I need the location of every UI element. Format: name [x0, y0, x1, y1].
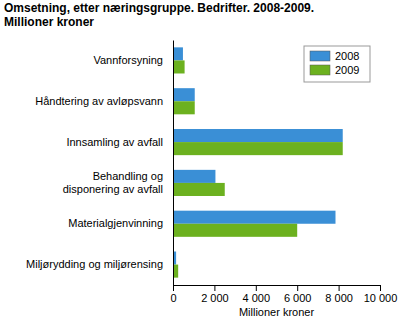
y-tick: Materialgjenvinning — [68, 217, 173, 229]
plot: 0 2 000 4 000 6 000 8 000 10 000 Millioner kro… — [26, 41, 397, 319]
bar — [173, 129, 343, 142]
x-tick: 10 000 — [364, 285, 398, 304]
bar — [173, 88, 195, 101]
x-axis-line — [174, 285, 381, 286]
bar — [173, 47, 183, 60]
legend-item: 2008 — [310, 50, 359, 62]
y-axis-line — [173, 41, 174, 286]
x-tick-mark — [339, 285, 340, 291]
y-tick: Innsamling av avfall — [66, 136, 173, 148]
x-tick-label: 4 000 — [243, 292, 271, 304]
legend-label: 2009 — [335, 64, 359, 76]
legend: 2008 2009 — [304, 46, 370, 82]
legend-frame — [304, 46, 370, 82]
y-tick-label: Vannforsyning — [93, 54, 163, 66]
x-tick-label: 0 — [170, 292, 176, 304]
y-axis: Vannforsyning Håndtering av avløpsvann Inn… — [26, 41, 173, 286]
bar — [173, 101, 195, 114]
subtitle: Millioner kroner — [4, 15, 94, 29]
chart: Omsetning, etter næringsgruppe. Bedrifte… — [0, 0, 400, 320]
bar — [173, 211, 335, 224]
x-tick-label: 6 000 — [284, 292, 312, 304]
legend-label: 2008 — [335, 50, 359, 62]
x-tick-label: 10 000 — [364, 292, 398, 304]
y-tick: Behandling ogdisponering av avfall — [63, 170, 173, 195]
bar — [173, 183, 225, 196]
y-tick-label: Innsamling av avfall — [66, 136, 163, 148]
x-tick-mark — [297, 285, 298, 291]
y-tick-label: Håndtering av avløpsvann — [35, 95, 163, 107]
x-axis: 0 2 000 4 000 6 000 8 000 10 000 — [170, 285, 397, 304]
x-tick-mark — [256, 285, 257, 291]
y-tick-label: Behandling ogdisponering av avfall — [63, 170, 163, 195]
x-tick: 0 — [170, 285, 176, 304]
x-tick-mark — [380, 285, 381, 291]
x-tick-mark — [214, 285, 215, 291]
y-tick: Vannforsyning — [93, 54, 173, 66]
x-tick-label: 8 000 — [325, 292, 353, 304]
y-tick: Miljørydding og miljørensing — [26, 258, 173, 270]
bar — [173, 224, 297, 237]
legend-swatch — [310, 51, 330, 61]
x-axis-title: Millioner kroner — [239, 306, 315, 318]
y-tick-label-line: Behandling og — [93, 170, 163, 182]
x-tick: 8 000 — [325, 285, 353, 304]
title: Omsetning, etter næringsgruppe. Bedrifte… — [4, 1, 314, 15]
bar — [173, 60, 185, 73]
legend-item: 2009 — [310, 64, 359, 76]
x-tick: 4 000 — [243, 285, 271, 304]
x-tick: 2 000 — [201, 285, 229, 304]
x-tick-label: 2 000 — [201, 292, 229, 304]
y-tick-label: Miljørydding og miljørensing — [26, 258, 163, 270]
bar — [173, 142, 343, 155]
y-tick-label: Materialgjenvinning — [68, 217, 163, 229]
y-tick-label-line: disponering av avfall — [63, 183, 163, 195]
x-tick: 6 000 — [284, 285, 312, 304]
legend-swatch — [310, 65, 330, 75]
x-tick-mark — [173, 285, 174, 291]
bar — [173, 170, 215, 183]
y-tick: Håndtering av avløpsvann — [35, 95, 173, 107]
